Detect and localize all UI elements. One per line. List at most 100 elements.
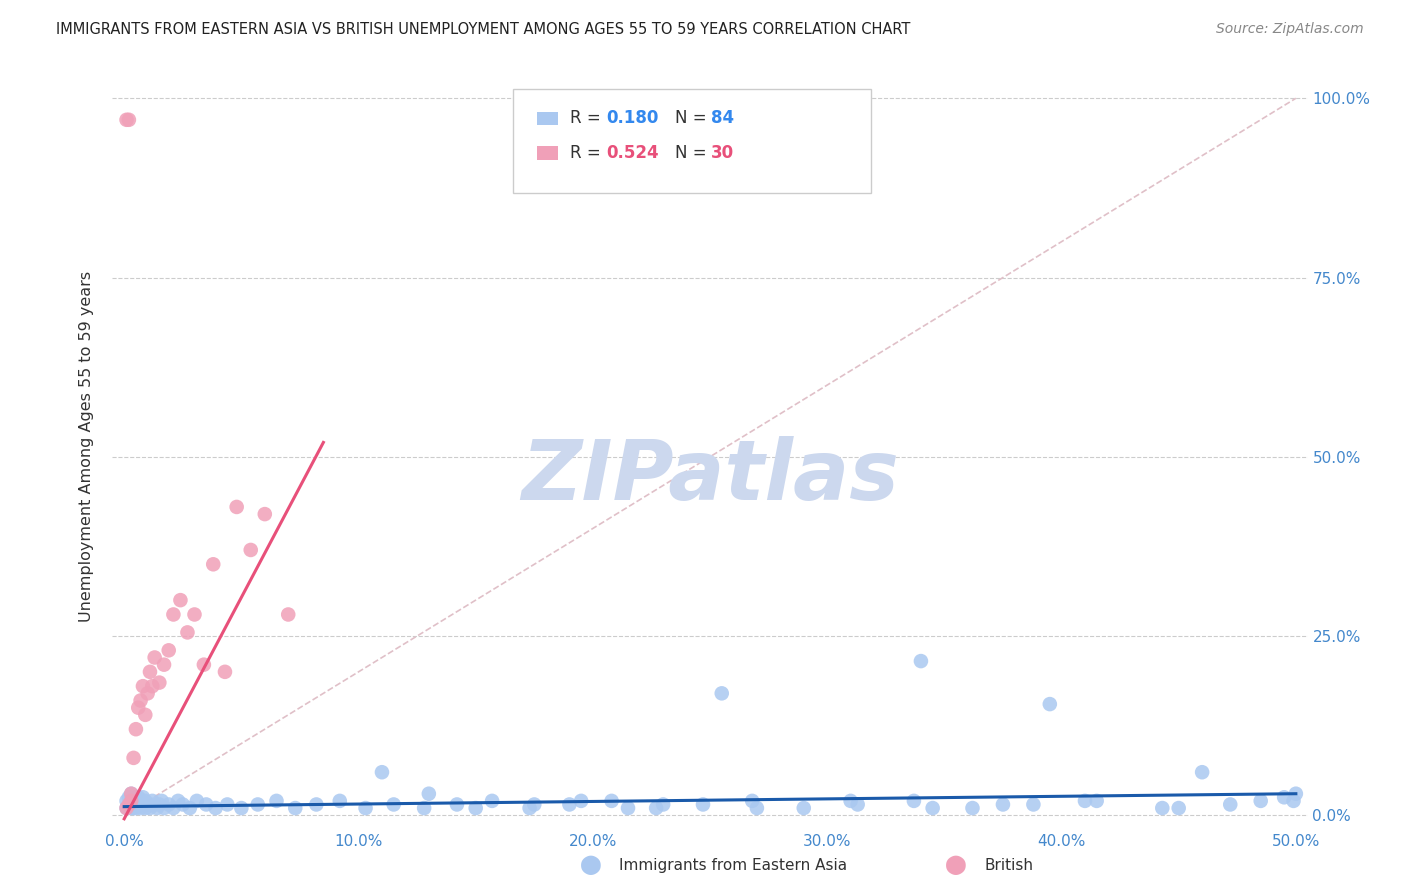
Point	[122, 794, 145, 808]
Point	[418, 787, 440, 801]
Point	[839, 794, 862, 808]
Text: ZIPatlas: ZIPatlas	[522, 436, 898, 517]
Point	[329, 794, 352, 808]
Point	[143, 797, 166, 812]
Point	[305, 797, 328, 812]
Point	[214, 665, 236, 679]
Text: IMMIGRANTS FROM EASTERN ASIA VS BRITISH UNEMPLOYMENT AMONG AGES 55 TO 59 YEARS C: IMMIGRANTS FROM EASTERN ASIA VS BRITISH …	[56, 22, 911, 37]
Point	[141, 794, 163, 808]
Point	[115, 801, 138, 815]
Point	[115, 801, 138, 815]
Point	[195, 797, 218, 812]
Point	[1022, 797, 1045, 812]
Point	[127, 700, 149, 714]
Text: ⬤: ⬤	[945, 855, 967, 875]
Point	[1152, 801, 1174, 815]
Point	[202, 558, 225, 572]
Point	[132, 790, 155, 805]
Point	[446, 797, 468, 812]
Point	[193, 657, 215, 672]
Point	[120, 787, 142, 801]
Point	[371, 765, 394, 780]
Point	[122, 801, 145, 815]
Point	[157, 643, 180, 657]
Point	[354, 801, 377, 815]
Point	[1085, 794, 1108, 808]
Point	[150, 794, 173, 808]
Point	[115, 112, 138, 127]
Point	[127, 790, 149, 805]
Point	[120, 794, 142, 808]
Point	[134, 707, 156, 722]
Point	[118, 797, 141, 812]
Point	[139, 665, 162, 679]
Point	[134, 801, 156, 815]
Point	[122, 751, 145, 765]
Point	[710, 686, 733, 700]
Point	[284, 801, 307, 815]
Point	[146, 801, 169, 815]
Text: N =: N =	[675, 144, 713, 162]
Point	[179, 801, 201, 815]
Point	[692, 797, 714, 812]
Point	[118, 797, 141, 812]
Point	[910, 654, 932, 668]
Point	[253, 507, 276, 521]
Point	[1039, 697, 1062, 711]
Point	[167, 794, 190, 808]
Point	[141, 679, 163, 693]
Point	[125, 794, 148, 808]
Point	[225, 500, 247, 514]
Point	[162, 801, 184, 815]
Point	[183, 607, 205, 622]
Point	[125, 722, 148, 736]
Point	[143, 650, 166, 665]
Point	[153, 801, 176, 815]
Point	[652, 797, 675, 812]
Point	[558, 797, 581, 812]
Point	[125, 801, 148, 815]
FancyBboxPatch shape	[513, 89, 872, 193]
Point	[991, 797, 1014, 812]
Point	[600, 794, 623, 808]
Point	[115, 794, 138, 808]
Text: N =: N =	[675, 110, 713, 128]
Point	[148, 675, 170, 690]
Point	[125, 790, 148, 805]
Point	[246, 797, 269, 812]
Point	[120, 794, 142, 808]
Point	[239, 543, 262, 558]
Point	[481, 794, 503, 808]
Point	[120, 801, 142, 815]
Text: 0.524: 0.524	[606, 144, 658, 162]
Text: British: British	[984, 858, 1033, 872]
Point	[127, 797, 149, 812]
Point	[962, 801, 984, 815]
Point	[846, 797, 869, 812]
FancyBboxPatch shape	[537, 112, 558, 126]
Point	[793, 801, 815, 815]
Point	[132, 679, 155, 693]
FancyBboxPatch shape	[537, 146, 558, 160]
Point	[569, 794, 592, 808]
Point	[136, 686, 159, 700]
Point	[413, 801, 436, 815]
Point	[139, 801, 162, 815]
Point	[153, 657, 176, 672]
Text: R =: R =	[571, 110, 606, 128]
Point	[741, 794, 763, 808]
Text: 0.180: 0.180	[606, 110, 658, 128]
Point	[157, 797, 180, 812]
Text: R =: R =	[571, 144, 606, 162]
Point	[132, 797, 155, 812]
Point	[1272, 790, 1295, 805]
Point	[148, 797, 170, 812]
Point	[1191, 765, 1213, 780]
Point	[277, 607, 299, 622]
Point	[118, 112, 141, 127]
Point	[382, 797, 405, 812]
Point	[129, 693, 152, 707]
Point	[464, 801, 486, 815]
Point	[231, 801, 253, 815]
Point	[519, 801, 541, 815]
